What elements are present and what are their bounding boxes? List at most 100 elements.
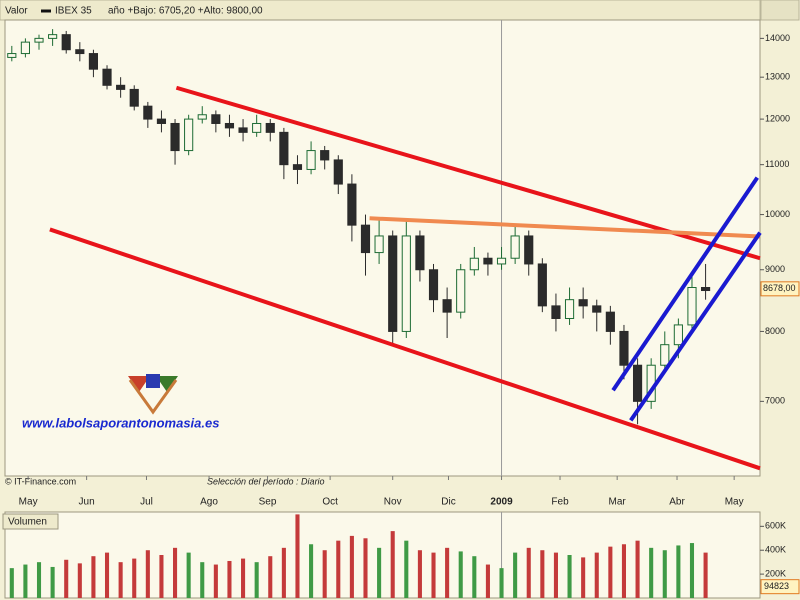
x-tick-label: Abr [669,497,685,508]
last-value-label: 8678,00 [763,283,796,293]
volume-bar [526,547,531,598]
candle-body [129,88,139,107]
x-tick-label: Jul [140,497,153,508]
volume-bar [676,545,681,598]
candle-body [238,127,248,133]
candle-body [428,269,439,301]
volume-bar [91,556,96,598]
trend-line [611,176,759,392]
candle-body [7,53,17,58]
candle-body [292,164,303,170]
volume-bar [689,543,695,598]
volume-bar [513,552,518,598]
volume-bar [227,560,232,598]
volume-bar [173,547,178,598]
y-tick-label: 9000 [765,264,785,274]
candle-body [197,114,207,120]
volume-plot-area [4,511,761,599]
trend-line [369,216,761,239]
logo [128,374,178,415]
trend-line [629,231,762,422]
logo-shape [128,379,178,415]
candle-body [401,235,411,332]
volume-bar [594,552,599,598]
period-note: Selección del período : Diario [207,476,325,486]
volume-bar [649,547,654,598]
x-tick-label: Sep [259,497,277,508]
last-volume-label: 94823 [764,581,789,591]
y-tick-label: 14000 [765,33,790,43]
candle-body [605,311,615,332]
volume-bar [635,540,640,598]
volume-bar [608,546,613,598]
volume-bar [186,552,191,598]
candle-body [156,118,167,124]
candle-body [687,287,697,326]
header-button[interactable] [760,0,800,21]
trend-line [175,85,761,261]
y-tick-label: 12000 [765,113,790,123]
volume-y-tick-label: 600K [765,521,786,531]
x-tick-label: May [19,497,38,508]
volume-bar [404,540,409,598]
volume-bar [553,552,558,598]
volume-bar [458,551,463,598]
x-tick-label: Oct [322,497,338,508]
volume-bar [241,558,246,598]
volume-bar [159,555,164,598]
candle-body [632,364,643,402]
watermark: www.labolsaporantonomasia.es [22,415,219,430]
volume-bar [254,562,259,598]
volume-bar [485,564,490,598]
volume-bar [132,558,137,598]
x-tick-label: Mar [609,497,627,508]
header-label: Valor [5,6,28,17]
candle-body [701,287,711,292]
candles [7,29,762,471]
volume-bar [281,547,286,598]
y-tick-label: 8000 [765,326,785,336]
candle-body [211,114,221,124]
candle-body [320,150,330,161]
candle-body [224,122,235,129]
volume-bar [36,562,42,598]
candle-body [510,235,520,259]
volume-bar [363,538,368,598]
volume-bar [64,559,69,598]
candle-body [88,53,99,70]
candle-body [537,263,547,307]
volume-bar [390,531,395,598]
x-tick-label: Dic [441,497,455,508]
x-tick-label: Feb [551,497,569,508]
last-volume-box [760,579,800,595]
y-tick-label: 13000 [765,72,790,82]
volume-bar [336,540,341,598]
volume-bar [540,550,545,598]
volume-bar [349,535,354,598]
volume-bar [417,550,422,598]
volume-bar [77,563,82,598]
x-tick-label: May [725,497,744,508]
volume-bar [9,568,14,598]
volume-bar [23,564,28,598]
candle-body [333,159,343,185]
logo-shape [146,374,160,388]
y-tick-label: 7000 [765,396,785,406]
candle-body [374,235,384,254]
candle-body [279,131,289,166]
candle-body [578,299,588,307]
candle-body [673,324,683,346]
candle-body [619,330,629,366]
x-tick-label: Ago [200,497,218,508]
volume-bar [499,568,504,598]
logo-shape [128,376,150,392]
candle-body [564,299,575,319]
candle-body [265,122,275,133]
volume-label-box [2,513,59,530]
volume-bar [104,552,110,598]
volume-bar [322,550,327,598]
candle-body [496,257,507,265]
candle-body [34,37,44,43]
source: © IT-Finance.com [5,476,76,486]
volume-bar [268,556,273,598]
